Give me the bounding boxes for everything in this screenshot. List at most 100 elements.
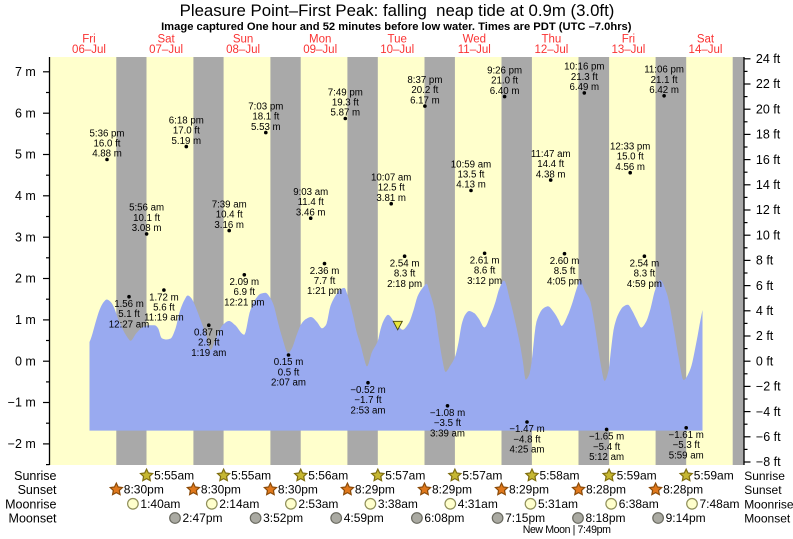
svg-text:3.08 m: 3.08 m xyxy=(132,223,162,234)
svg-text:14.4 ft: 14.4 ft xyxy=(537,159,564,170)
svg-text:10.4 ft: 10.4 ft xyxy=(216,210,243,221)
svg-text:12:21 pm: 12:21 pm xyxy=(224,297,264,308)
svg-text:Moonrise: Moonrise xyxy=(744,497,793,511)
svg-text:8:30pm: 8:30pm xyxy=(124,483,164,497)
svg-text:0.15 m: 0.15 m xyxy=(274,357,304,368)
svg-text:8:29pm: 8:29pm xyxy=(432,483,472,497)
svg-text:5.53 m: 5.53 m xyxy=(251,122,281,133)
svg-text:18 ft: 18 ft xyxy=(756,128,781,142)
svg-text:07–Jul: 07–Jul xyxy=(149,44,183,56)
svg-text:5.19 m: 5.19 m xyxy=(171,136,201,147)
svg-text:7:03 pm: 7:03 pm xyxy=(248,101,283,112)
svg-text:−1.7 ft: −1.7 ft xyxy=(354,395,382,406)
svg-text:9:26 pm: 9:26 pm xyxy=(487,65,522,76)
svg-text:8:37 pm: 8:37 pm xyxy=(407,75,442,86)
svg-text:10 ft: 10 ft xyxy=(756,228,781,242)
svg-text:3 m: 3 m xyxy=(15,230,36,244)
svg-text:8.3 ft: 8.3 ft xyxy=(634,269,656,280)
svg-text:5.6 ft: 5.6 ft xyxy=(153,303,175,314)
svg-text:−0.52 m: −0.52 m xyxy=(350,385,385,396)
svg-text:16 ft: 16 ft xyxy=(756,153,781,167)
svg-text:5:56 am: 5:56 am xyxy=(129,203,164,214)
svg-text:2:47pm: 2:47pm xyxy=(183,511,223,525)
svg-text:2:53am: 2:53am xyxy=(298,497,338,511)
svg-text:3.81 m: 3.81 m xyxy=(376,193,406,204)
svg-text:4:59 pm: 4:59 pm xyxy=(627,279,662,290)
svg-text:1:21 pm: 1:21 pm xyxy=(307,286,342,297)
svg-text:10:07 am: 10:07 am xyxy=(371,173,411,184)
svg-text:2 ft: 2 ft xyxy=(756,329,774,343)
svg-text:Image captured One hour and 52: Image captured One hour and 52 minutes b… xyxy=(161,21,632,33)
svg-text:9:14pm: 9:14pm xyxy=(666,511,706,525)
svg-text:4:05 pm: 4:05 pm xyxy=(547,276,582,287)
svg-text:5:36 pm: 5:36 pm xyxy=(89,128,124,139)
svg-text:5.1 ft: 5.1 ft xyxy=(118,309,140,320)
svg-text:0 m: 0 m xyxy=(15,354,36,368)
svg-text:6.42 m: 6.42 m xyxy=(649,85,679,96)
svg-text:09–Jul: 09–Jul xyxy=(303,44,337,56)
svg-text:6:18 pm: 6:18 pm xyxy=(169,115,204,126)
svg-text:13–Jul: 13–Jul xyxy=(611,44,645,56)
svg-text:Moonset: Moonset xyxy=(744,512,791,526)
svg-text:4 ft: 4 ft xyxy=(756,304,774,318)
svg-text:8:28pm: 8:28pm xyxy=(663,483,703,497)
svg-text:Sunrise: Sunrise xyxy=(14,469,56,483)
svg-text:6:38am: 6:38am xyxy=(619,497,659,511)
svg-text:11:06 pm: 11:06 pm xyxy=(644,65,684,76)
svg-text:7:15pm: 7:15pm xyxy=(505,511,545,525)
svg-text:4.88 m: 4.88 m xyxy=(92,149,122,160)
svg-text:5:55am: 5:55am xyxy=(231,469,271,483)
svg-text:Tue: Tue xyxy=(388,34,407,46)
svg-text:−6 ft: −6 ft xyxy=(756,430,781,444)
svg-text:2:14am: 2:14am xyxy=(219,497,259,511)
svg-text:2.9 ft: 2.9 ft xyxy=(198,338,220,349)
svg-text:21.0 ft: 21.0 ft xyxy=(491,76,518,87)
svg-text:−8 ft: −8 ft xyxy=(756,455,781,469)
svg-text:Sunrise: Sunrise xyxy=(744,469,785,483)
svg-text:2.09 m: 2.09 m xyxy=(229,277,259,288)
svg-text:5:59 am: 5:59 am xyxy=(669,450,704,461)
svg-text:4:31am: 4:31am xyxy=(458,497,498,511)
svg-text:22 ft: 22 ft xyxy=(756,77,781,91)
svg-text:6.49 m: 6.49 m xyxy=(569,82,599,93)
svg-text:2.36 m: 2.36 m xyxy=(310,266,340,277)
svg-text:−2 m: −2 m xyxy=(8,437,36,451)
svg-text:−1.47 m: −1.47 m xyxy=(509,424,544,435)
svg-text:6.17 m: 6.17 m xyxy=(410,95,440,106)
svg-text:6.9 ft: 6.9 ft xyxy=(234,287,256,298)
svg-text:06–Jul: 06–Jul xyxy=(72,44,106,56)
svg-text:5:31am: 5:31am xyxy=(538,497,578,511)
svg-text:−5.4 ft: −5.4 ft xyxy=(593,442,621,453)
svg-text:5 m: 5 m xyxy=(15,148,36,162)
svg-text:4.13 m: 4.13 m xyxy=(456,180,486,191)
svg-text:4 m: 4 m xyxy=(15,189,36,203)
svg-text:10–Jul: 10–Jul xyxy=(380,44,414,56)
svg-text:8:30pm: 8:30pm xyxy=(278,483,318,497)
svg-text:−4 ft: −4 ft xyxy=(756,405,781,419)
svg-text:6 m: 6 m xyxy=(15,106,36,120)
svg-text:Wed: Wed xyxy=(463,34,486,46)
svg-text:13.5 ft: 13.5 ft xyxy=(458,170,485,181)
svg-text:8:29pm: 8:29pm xyxy=(509,483,549,497)
svg-text:3:52pm: 3:52pm xyxy=(263,511,303,525)
svg-text:5:59am: 5:59am xyxy=(617,469,657,483)
svg-text:6:08pm: 6:08pm xyxy=(424,511,464,525)
svg-text:8 ft: 8 ft xyxy=(756,254,774,268)
svg-text:5:58am: 5:58am xyxy=(540,469,580,483)
svg-text:1.56 m: 1.56 m xyxy=(114,299,144,310)
svg-text:1:19 am: 1:19 am xyxy=(191,348,226,359)
svg-text:11.4 ft: 11.4 ft xyxy=(298,197,325,208)
svg-text:Thu: Thu xyxy=(541,34,561,46)
svg-text:7:49 pm: 7:49 pm xyxy=(328,87,363,98)
svg-text:0.87 m: 0.87 m xyxy=(194,327,224,338)
svg-text:3.46 m: 3.46 m xyxy=(296,207,326,218)
svg-text:5:56am: 5:56am xyxy=(308,469,348,483)
svg-text:4.38 m: 4.38 m xyxy=(536,169,566,180)
svg-text:5:12 am: 5:12 am xyxy=(589,452,624,463)
svg-text:16.0 ft: 16.0 ft xyxy=(94,139,121,150)
svg-text:Fri: Fri xyxy=(82,34,95,46)
svg-text:9:03 am: 9:03 am xyxy=(293,187,328,198)
svg-text:24 ft: 24 ft xyxy=(756,52,781,66)
svg-text:4.56 m: 4.56 m xyxy=(615,162,645,173)
svg-text:Moonrise: Moonrise xyxy=(5,497,56,511)
